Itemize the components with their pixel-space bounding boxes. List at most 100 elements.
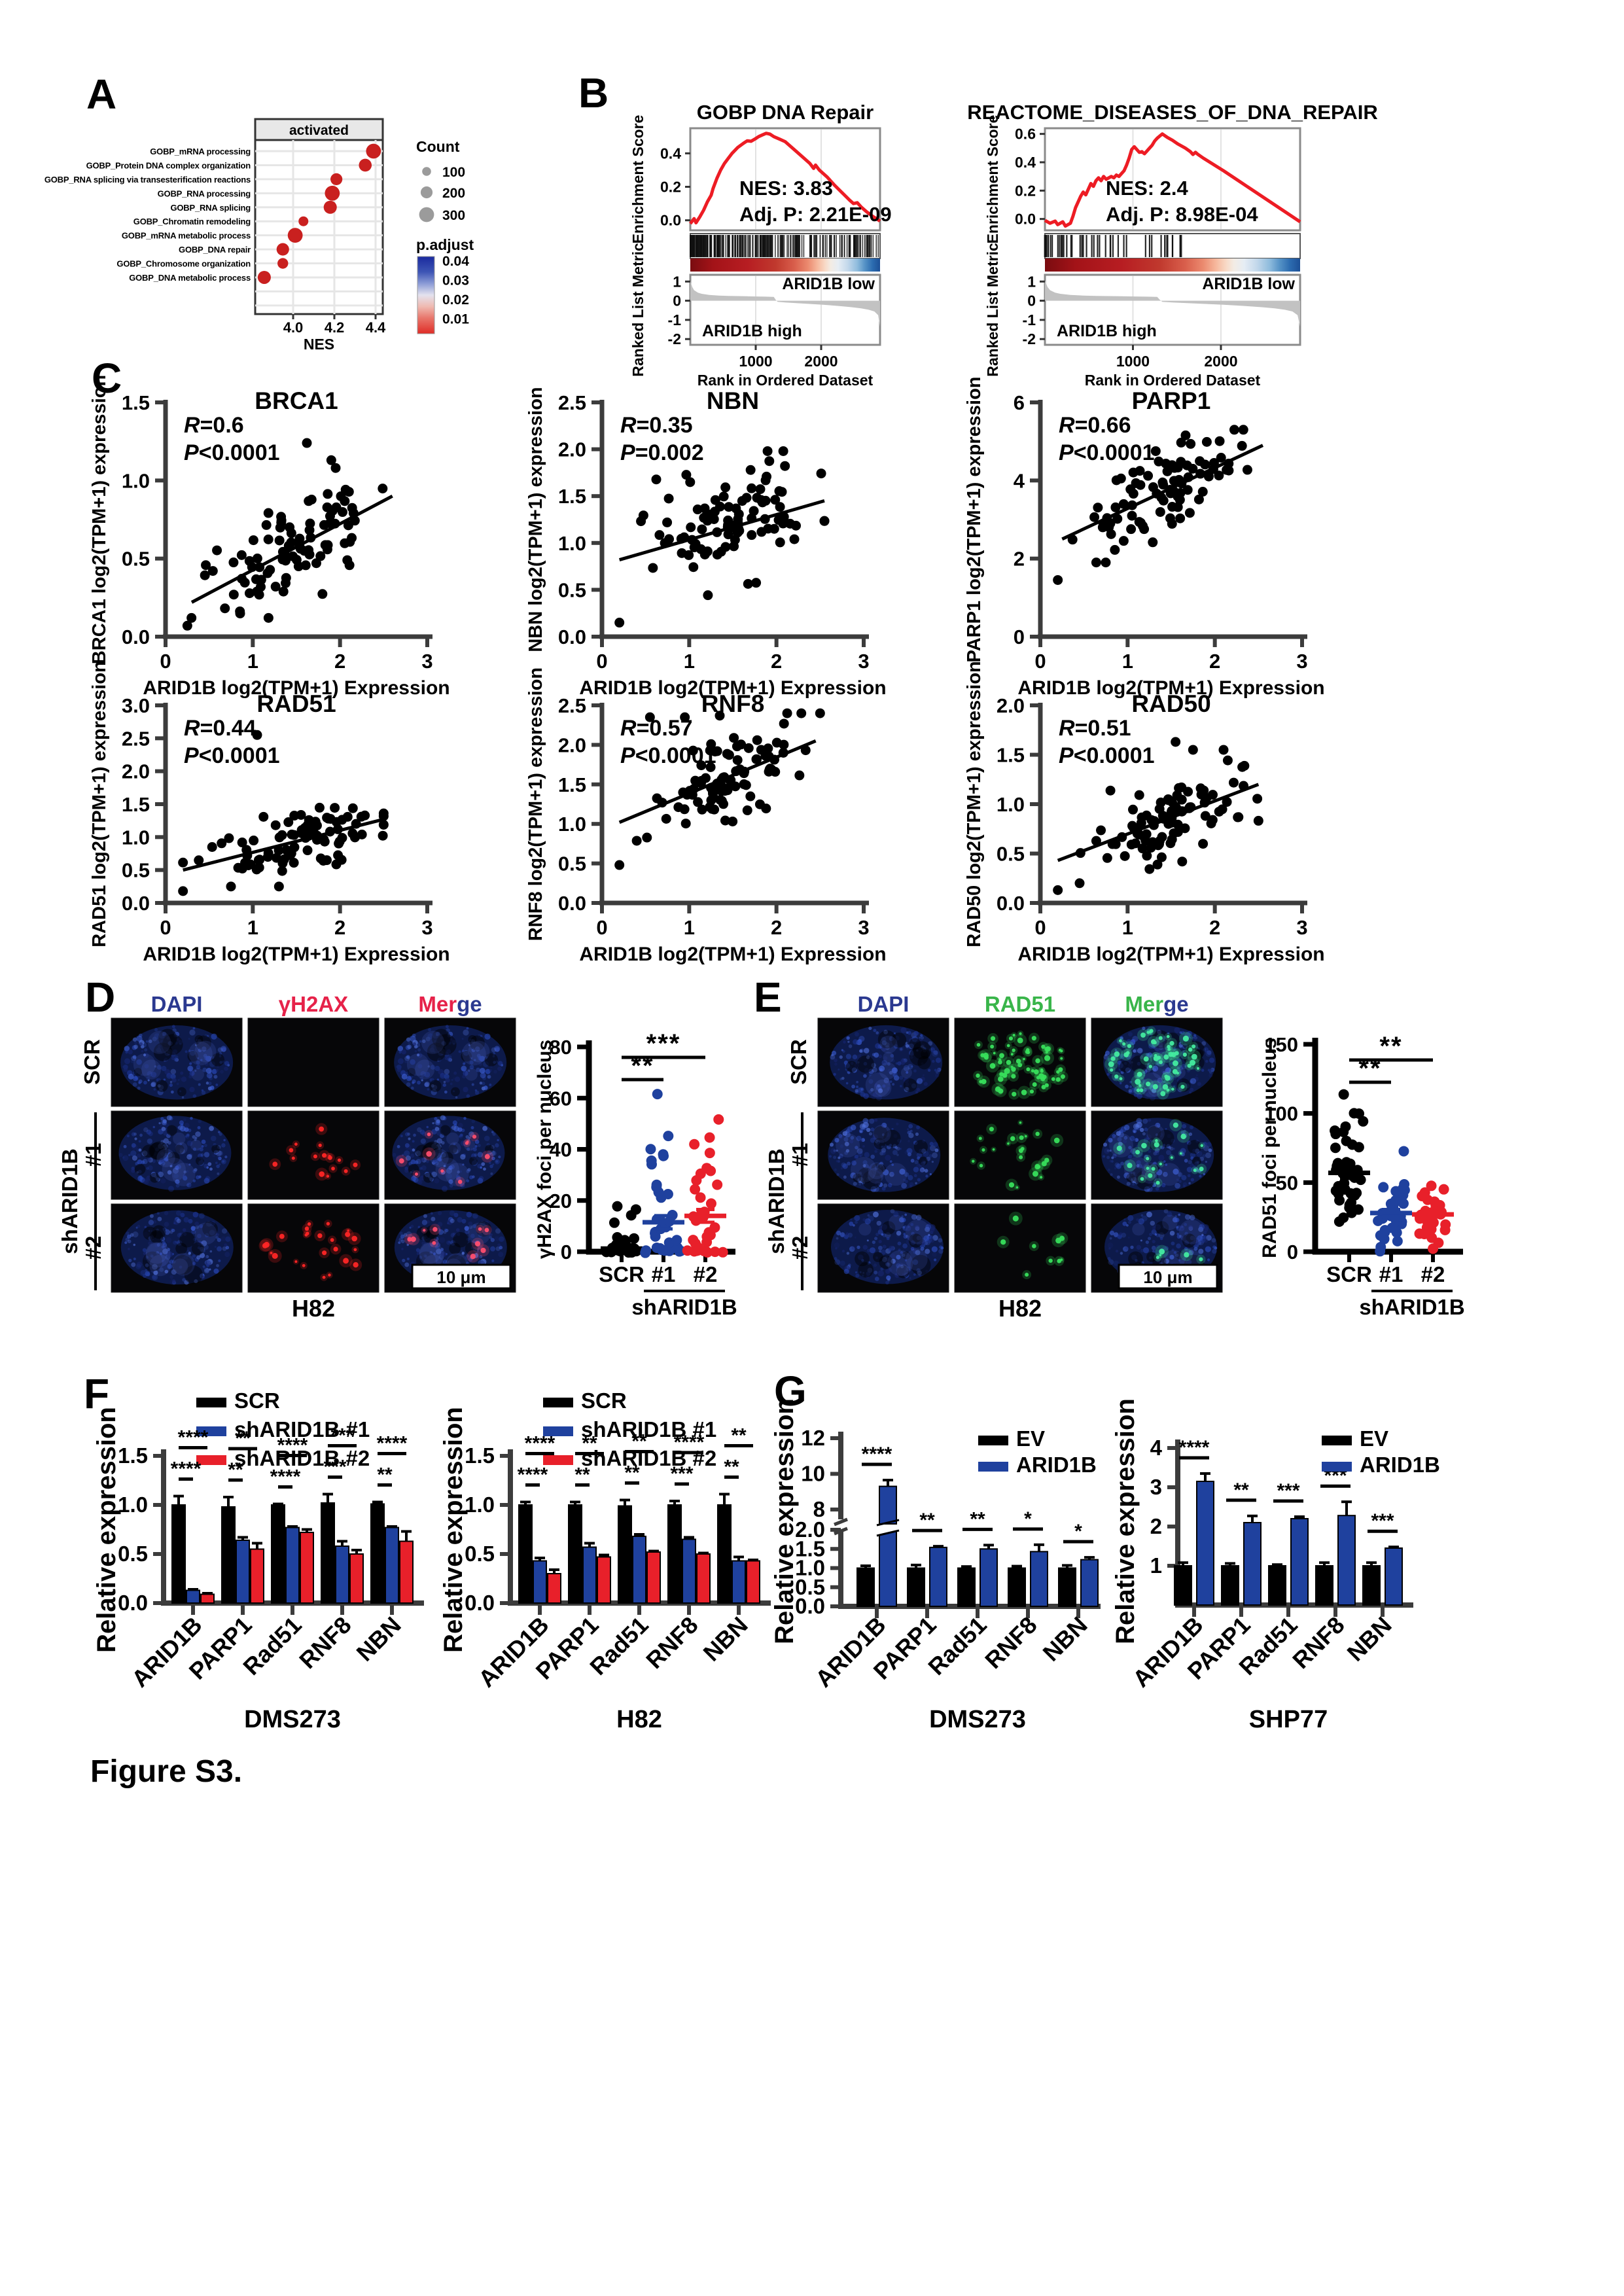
data-point <box>1118 499 1129 509</box>
axis-label: Relative expression <box>770 1398 799 1644</box>
axis-tick: 0.0 <box>118 1591 148 1615</box>
focus-dot <box>1119 1039 1122 1043</box>
data-point <box>325 518 335 529</box>
stat-annotation: R=0.35 <box>620 413 693 438</box>
axis-tick: 0.5 <box>795 1575 825 1599</box>
data-point <box>1176 794 1187 805</box>
data-point <box>378 484 388 494</box>
focus-dot <box>345 1231 351 1237</box>
data-point <box>251 574 261 584</box>
data-point <box>1253 815 1263 826</box>
data-point <box>779 739 789 750</box>
group-annotation: ARID1B high <box>1057 322 1157 340</box>
bar <box>597 1556 611 1604</box>
focus-dot <box>328 1156 332 1160</box>
sig-stars: **** <box>674 1432 705 1453</box>
nes-annotation: NES: 2.4 <box>1106 177 1189 200</box>
enrichment-dot <box>325 185 340 201</box>
channel-header: γH2AX <box>279 992 348 1016</box>
focus-dot <box>1041 1161 1047 1167</box>
axis-tick: 1 <box>673 273 681 290</box>
data-point <box>200 570 210 580</box>
focus-dot <box>1015 1058 1021 1064</box>
data-point <box>661 813 671 824</box>
data-point <box>1142 851 1152 861</box>
data-point <box>1188 745 1198 755</box>
micrograph-cell <box>247 1017 380 1107</box>
sig-stars: ** <box>377 1464 393 1486</box>
trend-line <box>618 499 825 561</box>
axis-tick: 1.5 <box>118 1443 148 1468</box>
focus-dot <box>1029 1089 1034 1094</box>
focus-dot <box>1148 1031 1152 1034</box>
legend-swatch <box>1322 1436 1352 1445</box>
focus-dot <box>1051 1077 1055 1082</box>
data-point <box>1158 495 1169 506</box>
category-label: NBN <box>1342 1612 1397 1667</box>
data-point <box>1182 485 1193 495</box>
data-point <box>697 804 707 815</box>
sig-stars: **** <box>178 1427 209 1449</box>
focus-dot <box>1190 1059 1196 1066</box>
data-point <box>1193 494 1204 504</box>
axis-tick: 2000 <box>804 353 838 370</box>
enrichment-dot <box>359 158 372 172</box>
bar <box>717 1504 732 1604</box>
channel-header: RAD51 <box>985 992 1055 1016</box>
axis-tick: 0.0 <box>660 212 681 229</box>
focus-dot <box>1146 1082 1151 1087</box>
focus-dot <box>1055 1077 1061 1082</box>
focus-dot <box>307 1222 311 1226</box>
data-point <box>775 502 785 512</box>
cell-line-label: H82 <box>998 1295 1042 1322</box>
foci-point <box>1340 1121 1351 1132</box>
foci-point <box>645 1144 656 1155</box>
data-point <box>692 504 703 515</box>
data-point <box>681 470 692 480</box>
axis-tick: 0 <box>1027 292 1036 309</box>
data-point <box>212 545 222 556</box>
data-point <box>770 495 781 505</box>
focus-dot <box>1159 1248 1165 1255</box>
data-point <box>1152 859 1163 870</box>
data-point <box>343 520 353 531</box>
focus-dot <box>347 1229 350 1232</box>
axis-tick: 1 <box>1122 650 1133 673</box>
foci-point <box>1330 1125 1341 1137</box>
panel-label-e: E <box>754 974 782 1021</box>
foci-point <box>651 1242 662 1253</box>
foci-point <box>709 1222 720 1233</box>
focus-dot <box>992 1148 995 1151</box>
gene-title: RAD50 <box>1131 690 1210 717</box>
data-point <box>228 590 239 600</box>
sig-stars: ** <box>228 1459 243 1481</box>
foci-point <box>612 1232 623 1243</box>
sig-stars: ** <box>235 1428 251 1449</box>
data-point <box>334 836 345 847</box>
focus-dot <box>1000 1239 1006 1245</box>
category-label: #1 <box>1379 1262 1403 1286</box>
sig-stars: *** <box>1277 1480 1299 1502</box>
bar <box>518 1504 533 1604</box>
data-point <box>819 516 830 526</box>
foci-point <box>701 1163 713 1174</box>
foci-point <box>1399 1179 1410 1190</box>
data-point <box>178 886 188 896</box>
focus-dot <box>331 1167 335 1171</box>
focus-dot <box>1160 1091 1166 1097</box>
trend-line <box>1057 783 1260 862</box>
focus-dot <box>1025 1135 1027 1138</box>
data-point <box>333 850 344 860</box>
focus-dot <box>1116 1145 1122 1152</box>
focus-dot <box>1048 1258 1053 1263</box>
axis-tick: 4 <box>1014 469 1025 492</box>
data-point <box>614 618 625 628</box>
foci-point <box>1358 1116 1369 1127</box>
axis-tick: 0 <box>673 292 681 309</box>
data-point <box>685 477 696 487</box>
foci-point <box>689 1139 700 1150</box>
sig-stars: **** <box>518 1464 548 1486</box>
panel-label-f: F <box>84 1370 110 1417</box>
data-point <box>1166 817 1176 828</box>
gsea-title: REACTOME_DISEASES_OF_DNA_REPAIR <box>967 101 1378 124</box>
